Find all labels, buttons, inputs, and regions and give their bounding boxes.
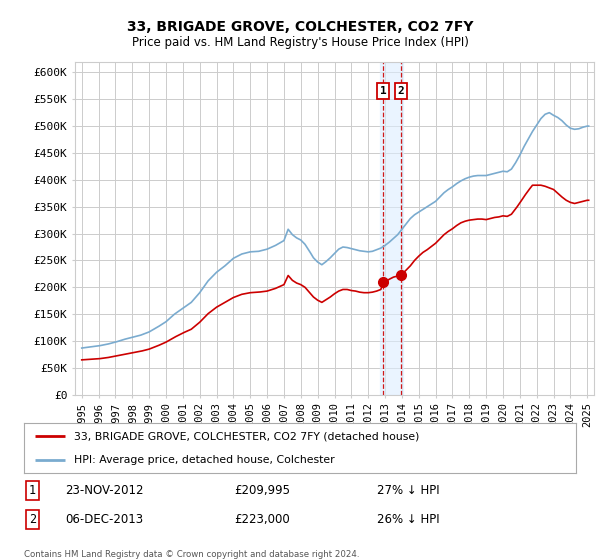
Text: £223,000: £223,000 bbox=[234, 512, 290, 526]
Text: 06-DEC-2013: 06-DEC-2013 bbox=[65, 512, 143, 526]
Bar bbox=[380, 62, 403, 395]
Text: 1: 1 bbox=[29, 484, 36, 497]
Text: HPI: Average price, detached house, Colchester: HPI: Average price, detached house, Colc… bbox=[74, 455, 334, 465]
Text: 33, BRIGADE GROVE, COLCHESTER, CO2 7FY (detached house): 33, BRIGADE GROVE, COLCHESTER, CO2 7FY (… bbox=[74, 431, 419, 441]
Text: 1: 1 bbox=[380, 86, 386, 96]
Text: 26% ↓ HPI: 26% ↓ HPI bbox=[377, 512, 440, 526]
Text: 2: 2 bbox=[29, 512, 36, 526]
Text: 27% ↓ HPI: 27% ↓ HPI bbox=[377, 484, 440, 497]
Text: Contains HM Land Registry data © Crown copyright and database right 2024.
This d: Contains HM Land Registry data © Crown c… bbox=[24, 550, 359, 560]
Text: £209,995: £209,995 bbox=[234, 484, 290, 497]
Text: 33, BRIGADE GROVE, COLCHESTER, CO2 7FY: 33, BRIGADE GROVE, COLCHESTER, CO2 7FY bbox=[127, 20, 473, 34]
Text: 23-NOV-2012: 23-NOV-2012 bbox=[65, 484, 144, 497]
Text: 2: 2 bbox=[397, 86, 404, 96]
Text: Price paid vs. HM Land Registry's House Price Index (HPI): Price paid vs. HM Land Registry's House … bbox=[131, 36, 469, 49]
